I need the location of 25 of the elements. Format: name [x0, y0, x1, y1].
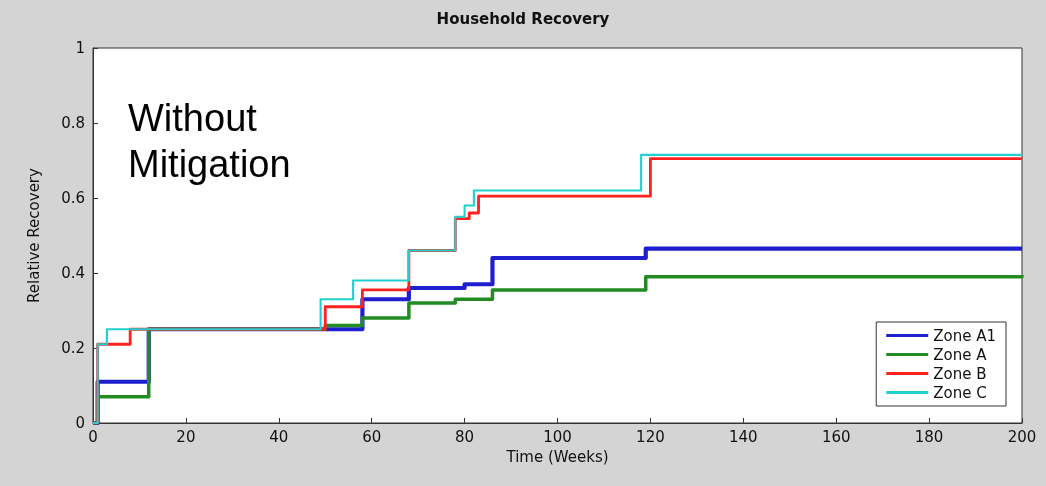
x-tick-label: 60	[362, 427, 382, 446]
y-tick-label: 0.8	[61, 114, 85, 132]
x-tick-label: 200	[1007, 427, 1037, 446]
x-tick-label: 140	[728, 427, 758, 446]
x-tick-label: 120	[636, 427, 665, 446]
x-tick-label: 0	[88, 427, 98, 446]
legend-label: Zone C	[933, 383, 987, 402]
y-tick-label: 0	[75, 414, 85, 432]
x-axis-title: Time (Weeks)	[505, 447, 609, 466]
y-tick-label: 0.2	[61, 339, 85, 357]
legend-label: Zone A1	[933, 326, 996, 345]
y-tick-label: 0.4	[61, 264, 85, 282]
chart-title: Household Recovery	[436, 9, 610, 28]
x-tick-label: 160	[821, 427, 851, 446]
x-tick-label: 40	[269, 427, 289, 446]
annotation: Without Mitigation	[128, 97, 291, 185]
y-tick-label: 0.6	[61, 189, 85, 207]
legend-label: Zone B	[933, 364, 987, 383]
y-axis-title: Relative Recovery	[24, 167, 43, 303]
x-tick-label: 180	[914, 427, 944, 446]
x-tick-label: 100	[543, 427, 572, 446]
y-tick-label: 1	[75, 39, 85, 57]
x-tick-label: 20	[176, 427, 196, 446]
x-tick-label: 80	[455, 427, 475, 446]
legend-label: Zone A	[933, 345, 988, 364]
